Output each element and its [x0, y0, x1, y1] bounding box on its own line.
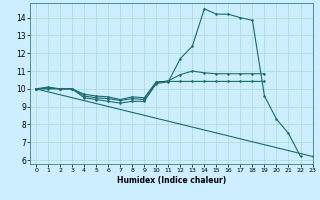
X-axis label: Humidex (Indice chaleur): Humidex (Indice chaleur)	[117, 176, 226, 185]
